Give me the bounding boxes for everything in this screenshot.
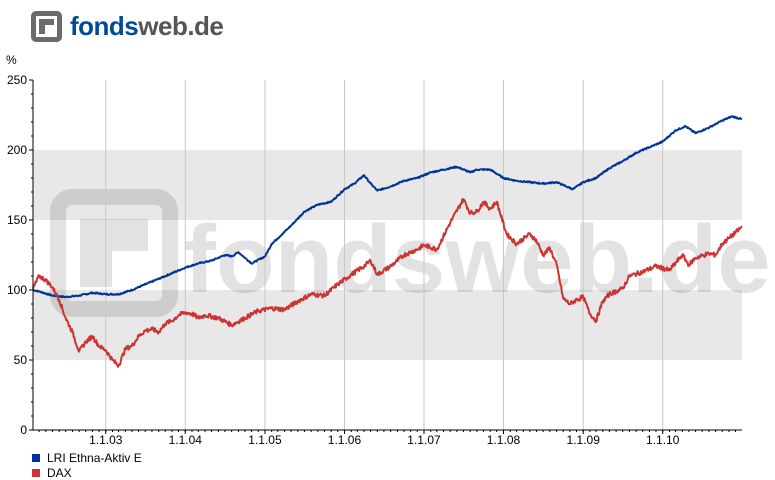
x-tick-label: 1.1.04 <box>169 433 203 447</box>
legend-item-lri-ethna: LRI Ethna-Aktiv E <box>32 450 142 465</box>
grid-bands <box>33 80 742 430</box>
grid-band <box>33 150 742 220</box>
y-tick-label: 50 <box>14 353 28 367</box>
x-tick-label: 1.1.10 <box>646 433 680 447</box>
brand-logo[interactable]: fondsweb.de <box>30 8 224 44</box>
grid-band <box>33 360 742 430</box>
legend-item-dax: DAX <box>32 465 142 480</box>
y-axis-label: % <box>6 53 17 67</box>
legend-swatch-dax <box>32 468 40 477</box>
grid-band <box>33 290 742 360</box>
y-tick-label: 250 <box>7 73 27 87</box>
grid-band <box>33 220 742 290</box>
series-line-dax <box>32 198 743 368</box>
grid-band <box>33 80 742 150</box>
legend-swatch-lri-ethna <box>32 453 40 462</box>
watermark-text: fondsweb.de <box>184 206 771 313</box>
legend: LRI Ethna-Aktiv E DAX <box>32 450 142 480</box>
series-lines <box>32 115 743 368</box>
x-tick-label: 1.1.08 <box>487 433 521 447</box>
y-tick-label: 200 <box>7 143 27 157</box>
watermark-logo-icon <box>50 189 178 317</box>
fondsweb-logo-icon <box>31 10 62 42</box>
y-tick-labels: 0 50 100 150 200 250 <box>7 73 27 437</box>
watermark: fondsweb.de <box>50 189 771 317</box>
x-tick-label: 1.1.07 <box>407 433 441 447</box>
axes <box>29 79 742 434</box>
brand-name: fondsweb.de <box>70 10 224 42</box>
x-tick-label: 1.1.06 <box>328 433 362 447</box>
x-tick-labels: 1.1.03 1.1.04 1.1.05 1.1.06 1.1.07 1.1.08 1.1.… <box>89 433 680 447</box>
x-tick-label: 1.1.05 <box>248 433 282 447</box>
y-tick-label: 0 <box>20 423 27 437</box>
y-tick-label: 150 <box>7 213 27 227</box>
x-tick-label: 1.1.03 <box>89 433 123 447</box>
brand-name-part2: web.de <box>138 10 224 41</box>
brand-name-part1: fonds <box>70 10 139 41</box>
legend-label-dax: DAX <box>47 465 72 480</box>
legend-label-lri-ethna: LRI Ethna-Aktiv E <box>47 450 142 465</box>
x-tick-label: 1.1.09 <box>567 433 601 447</box>
y-tick-label: 100 <box>7 283 27 297</box>
vertical-gridlines <box>105 80 664 430</box>
series-line-lri-ethna <box>32 115 743 299</box>
